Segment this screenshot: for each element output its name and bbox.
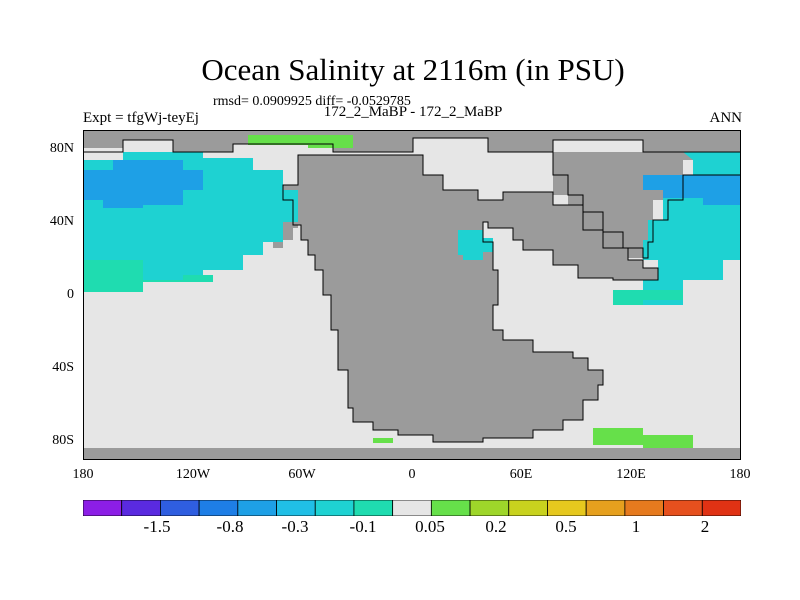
stats-label: rmsd= 0.0909925 diff= -0.0529785 [213,94,411,109]
lon-label-180e: 180 [729,467,751,482]
colorbar-swatch [508,500,548,516]
colorbar-swatch [469,500,510,516]
colorbar-swatch [663,500,703,516]
colorbar-swatch [392,500,432,516]
colorbar-label: -1.5 [143,517,171,536]
colorbar-swatch [701,500,741,516]
colorbar-swatch [430,500,471,516]
colorbar-label: 0.5 [555,517,577,536]
east-teal-patch [613,290,683,305]
salinity-map [83,130,741,460]
north-atlantic-teal-patch [83,260,213,292]
lon-label-60e: 60E [509,467,533,482]
colorbar-swatch [547,500,587,516]
east-land [553,152,741,258]
lon-label-60w: 60W [288,467,316,482]
coastlines [83,137,741,443]
experiment-label: Expt = tfgWj-teyEj [83,110,199,126]
difference-label: 172_2_MaBP - 172_2_MaBP [323,104,503,120]
map-frame [83,130,741,460]
north-land [83,130,741,152]
small-green-patch [373,438,393,443]
colorbar [83,500,741,516]
north-atlantic-blue-patch [83,160,203,208]
lon-label-120e: 120E [616,467,646,482]
plot-title: Ocean Salinity at 2116m (in PSU) [201,52,625,87]
colorbar-label: 0.2 [485,517,507,536]
south-land [83,448,741,460]
colorbar-swatch [314,500,355,516]
lon-label-120w: 120W [175,467,211,482]
colorbar-swatch [624,500,664,516]
colorbar-swatch [160,500,200,516]
colorbar-swatch [585,500,626,516]
south-green-patch [593,428,693,448]
season-label: ANN [709,110,743,126]
colorbar-swatch [237,500,277,516]
tethys-cyan-patch [458,230,493,260]
colorbar-swatch [353,500,394,516]
colorbar-swatch [83,500,123,516]
colorbar-label: -0.1 [349,517,377,536]
north-green-patch [248,135,353,148]
colorbar-label: -0.3 [281,517,309,536]
colorbar-label: 1 [631,517,641,536]
lat-label-40s: 40S [52,360,74,375]
lat-label-80s: 80S [52,433,74,448]
lat-label-40n: 40N [49,214,74,229]
colorbar-swatch [276,500,316,516]
lon-label-0: 0 [408,467,416,482]
east-pacific-blue-patch [643,175,741,205]
colorbar-label: 2 [700,517,710,536]
lat-label-0: 0 [67,287,74,302]
lat-label-80n: 80N [49,141,74,156]
colorbar-label: -0.8 [216,517,244,536]
colorbar-swatch [121,500,161,516]
colorbar-label: 0.05 [415,517,445,536]
central-continent [283,155,658,442]
colorbar-swatch [198,500,239,516]
lon-label-180w: 180 [72,467,94,482]
